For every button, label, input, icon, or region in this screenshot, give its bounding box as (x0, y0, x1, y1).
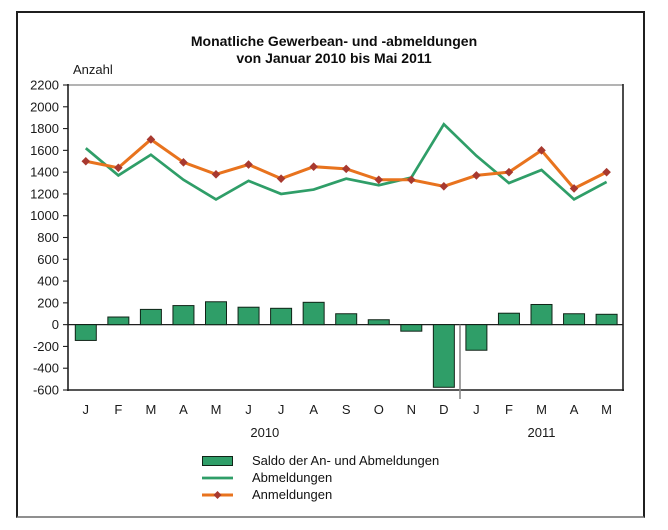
anmeldungen-diamond-marker (407, 175, 416, 185)
x-tick-label: M (536, 402, 547, 417)
y-tick-label: 2200 (30, 78, 59, 93)
y-tick-label: 800 (37, 230, 59, 245)
y-tick-label: 400 (37, 274, 59, 289)
chart-title-line1: Monatliche Gewerbean- und -abmeldungen (190, 33, 478, 49)
saldo-bar (139, 308, 162, 326)
legend-row-saldo: Saldo der An- und Abmeldungen (202, 452, 439, 469)
chart-title-line2: von Januar 2010 bis Mai 2011 (236, 50, 432, 66)
y-axis-title: Anzahl (73, 62, 113, 77)
x-tick-label: M (601, 402, 612, 417)
saldo-bar (497, 312, 520, 326)
x-tick-label: J (245, 402, 252, 417)
anmeldungen-diamond-marker (341, 164, 351, 174)
x-tick-label: F (505, 402, 513, 417)
abmeldungen-line (84, 122, 608, 202)
y-tick-label: 1800 (30, 121, 59, 136)
saldo-bar (270, 307, 293, 326)
y-tick-label: -200 (33, 339, 59, 354)
anmeldungen-line-icon (202, 490, 233, 499)
x-tick-label: F (114, 402, 122, 417)
x-tick-label: A (309, 402, 318, 417)
x-tick-label: M (211, 402, 222, 417)
year-label: 2010 (250, 425, 279, 440)
anmeldungen-diamond-marker (439, 182, 449, 191)
saldo-bar-swatch-icon (202, 455, 233, 466)
anmeldungen-diamond-marker (569, 184, 579, 193)
saldo-bar (107, 316, 130, 326)
y-tick-label: 2000 (30, 99, 59, 114)
y-tick-label: -600 (33, 383, 59, 398)
anmeldungen-diamond-marker (276, 174, 286, 183)
saldo-bar (237, 306, 260, 326)
legend-row-abmeldungen: Abmeldungen (202, 469, 439, 486)
y-tick-label: 600 (37, 252, 59, 267)
anmeldungen-diamond-marker (146, 135, 156, 144)
anmeldungen-diamond-marker (504, 167, 514, 177)
y-tick-label: 0 (52, 317, 59, 332)
anmeldungen-diamond-marker (374, 175, 384, 185)
saldo-bar (172, 305, 195, 326)
y-tick-label: 1000 (30, 208, 59, 223)
saldo-bar (367, 319, 390, 326)
x-tick-label: S (342, 402, 351, 417)
chart-title: Monatliche Gewerbean- und -abmeldungen v… (0, 33, 668, 67)
anmeldungen-diamond-marker (211, 170, 221, 179)
anmeldungen-diamond-marker (114, 163, 123, 173)
x-tick-label: D (439, 402, 448, 417)
y-tick-label: 1200 (30, 186, 59, 201)
anmeldungen-diamond-marker (602, 167, 611, 177)
saldo-bar (595, 313, 618, 326)
anmeldungen-diamond-marker (309, 162, 318, 171)
saldo-bar (302, 301, 325, 326)
saldo-bar (465, 324, 488, 351)
anmeldungen-diamond-marker (179, 158, 188, 167)
year-label: 2011 (528, 425, 556, 440)
legend-label-abmeldungen: Abmeldungen (252, 470, 333, 485)
x-tick-label: J (278, 402, 285, 417)
anmeldungen-diamond-marker (81, 156, 91, 166)
saldo-bar (432, 324, 455, 388)
y-tick-label: 200 (37, 295, 59, 310)
saldo-bar (335, 313, 358, 326)
legend-label-anmeldungen: Anmeldungen (252, 487, 333, 502)
legend: Saldo der An- und Abmeldungen Abmeldunge… (202, 452, 439, 503)
saldo-bar (530, 303, 553, 326)
x-tick-label: N (407, 402, 416, 417)
x-tick-label: O (374, 402, 384, 417)
x-tick-label: J (473, 402, 480, 417)
saldo-bar (400, 324, 423, 332)
x-tick-label: M (145, 402, 156, 417)
saldo-bar (563, 313, 586, 326)
x-tick-label: J (83, 402, 90, 417)
anmeldungen-diamond-marker (472, 171, 481, 180)
x-tick-label: A (570, 402, 579, 417)
anmeldungen-diamond-marker (244, 160, 253, 169)
figure-frame (16, 11, 645, 518)
y-tick-label: 1600 (30, 143, 59, 158)
y-tick-label: -400 (33, 361, 59, 376)
legend-label-saldo: Saldo der An- und Abmeldungen (252, 453, 440, 468)
saldo-bar (205, 301, 227, 326)
anmeldungen-diamond-marker (537, 146, 546, 155)
y-tick-label: 1400 (30, 165, 59, 180)
saldo-bar (74, 324, 97, 341)
abmeldungen-line-icon (202, 476, 233, 479)
x-tick-label: A (179, 402, 188, 417)
legend-row-anmeldungen: Anmeldungen (202, 486, 439, 503)
